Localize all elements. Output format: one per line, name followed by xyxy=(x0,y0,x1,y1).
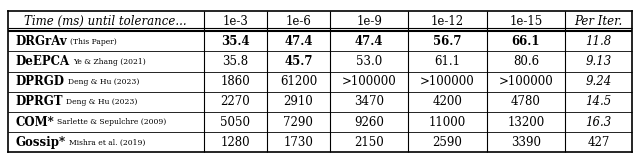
Text: 13200: 13200 xyxy=(508,116,545,129)
Text: DRGrAv: DRGrAv xyxy=(15,35,67,48)
Text: >100000: >100000 xyxy=(499,75,554,88)
Text: 14.5: 14.5 xyxy=(586,95,612,108)
Text: 9260: 9260 xyxy=(354,116,384,129)
Text: 61.1: 61.1 xyxy=(435,55,461,68)
Text: 47.4: 47.4 xyxy=(355,35,383,48)
Text: Deng & Hu (2023): Deng & Hu (2023) xyxy=(68,78,139,86)
Text: 11000: 11000 xyxy=(429,116,466,129)
Text: 1e-3: 1e-3 xyxy=(222,15,248,28)
Text: COM*: COM* xyxy=(15,116,54,129)
Text: 3470: 3470 xyxy=(354,95,384,108)
Text: 16.3: 16.3 xyxy=(586,116,612,129)
Text: Sarlette & Sepulchre (2009): Sarlette & Sepulchre (2009) xyxy=(58,119,167,127)
Text: 2270: 2270 xyxy=(220,95,250,108)
Text: 2910: 2910 xyxy=(284,95,313,108)
Text: Mishra et al. (2019): Mishra et al. (2019) xyxy=(69,139,145,147)
Text: DPRGD: DPRGD xyxy=(15,75,65,88)
Text: DeEPCA: DeEPCA xyxy=(15,55,70,68)
Text: Gossip*: Gossip* xyxy=(15,136,66,149)
Text: 9.24: 9.24 xyxy=(586,75,612,88)
Text: 4780: 4780 xyxy=(511,95,541,108)
Text: 4200: 4200 xyxy=(433,95,463,108)
Text: 56.7: 56.7 xyxy=(433,35,462,48)
Text: Ye & Zhang (2021): Ye & Zhang (2021) xyxy=(73,58,145,66)
Text: >100000: >100000 xyxy=(342,75,397,88)
Text: 1730: 1730 xyxy=(284,136,314,149)
Text: 427: 427 xyxy=(588,136,610,149)
Text: 80.6: 80.6 xyxy=(513,55,539,68)
Text: 7290: 7290 xyxy=(284,116,314,129)
Text: 9.13: 9.13 xyxy=(586,55,612,68)
Text: 61200: 61200 xyxy=(280,75,317,88)
Text: Per Iter.: Per Iter. xyxy=(575,15,623,28)
Text: 5050: 5050 xyxy=(220,116,250,129)
Text: 53.0: 53.0 xyxy=(356,55,382,68)
Text: 35.8: 35.8 xyxy=(222,55,248,68)
Text: (This Paper): (This Paper) xyxy=(70,38,117,46)
Text: Time (ms) until tolerance...: Time (ms) until tolerance... xyxy=(24,15,187,28)
Text: DPRGT: DPRGT xyxy=(15,95,63,108)
Text: 45.7: 45.7 xyxy=(284,55,313,68)
Text: 1860: 1860 xyxy=(220,75,250,88)
Text: >100000: >100000 xyxy=(420,75,475,88)
Text: 1280: 1280 xyxy=(220,136,250,149)
Text: 35.4: 35.4 xyxy=(221,35,250,48)
Text: 1e-12: 1e-12 xyxy=(431,15,464,28)
Text: 2150: 2150 xyxy=(355,136,384,149)
Text: 2590: 2590 xyxy=(433,136,463,149)
Text: 47.4: 47.4 xyxy=(284,35,313,48)
Text: 1e-15: 1e-15 xyxy=(509,15,543,28)
Text: 11.8: 11.8 xyxy=(586,35,612,48)
Text: Deng & Hu (2023): Deng & Hu (2023) xyxy=(66,98,138,106)
Text: 3390: 3390 xyxy=(511,136,541,149)
Text: 1e-9: 1e-9 xyxy=(356,15,382,28)
Text: 1e-6: 1e-6 xyxy=(285,15,311,28)
Text: 66.1: 66.1 xyxy=(512,35,540,48)
